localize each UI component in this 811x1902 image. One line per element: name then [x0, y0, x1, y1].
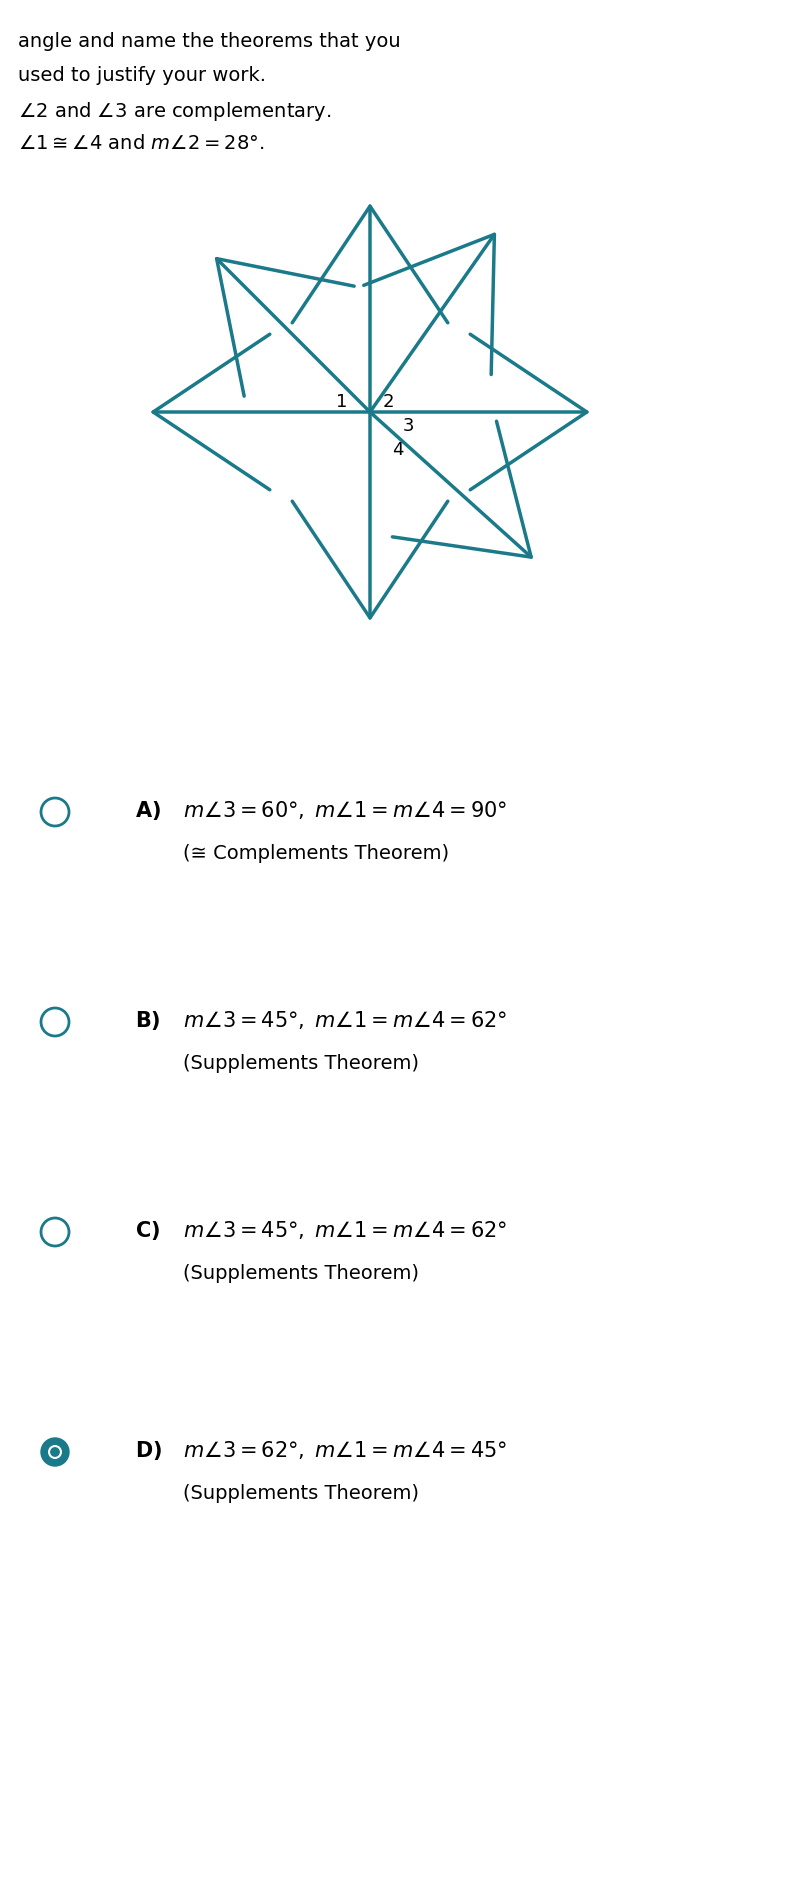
Circle shape [49, 1446, 62, 1459]
Text: 2: 2 [382, 394, 394, 411]
Text: 3: 3 [402, 417, 414, 436]
Text: (Supplements Theorem): (Supplements Theorem) [183, 1265, 419, 1284]
Text: 1: 1 [337, 394, 348, 411]
Text: (Supplements Theorem): (Supplements Theorem) [183, 1054, 419, 1073]
Circle shape [51, 1447, 59, 1457]
Text: $m\angle3 = 45°,\; m\angle1 = m\angle4 = 62°$: $m\angle3 = 45°,\; m\angle1 = m\angle4 =… [183, 1008, 507, 1031]
Text: $\mathbf{C)}$: $\mathbf{C)}$ [135, 1219, 160, 1242]
Text: (≅ Complements Theorem): (≅ Complements Theorem) [183, 844, 449, 864]
Text: $\mathbf{A)}$: $\mathbf{A)}$ [135, 799, 161, 822]
Text: used to justify your work.: used to justify your work. [18, 67, 266, 86]
Text: $\mathbf{B)}$: $\mathbf{B)}$ [135, 1008, 161, 1031]
Text: $\mathbf{D)}$: $\mathbf{D)}$ [135, 1438, 162, 1461]
Text: $m\angle3 = 62°,\; m\angle1 = m\angle4 = 45°$: $m\angle3 = 62°,\; m\angle1 = m\angle4 =… [183, 1440, 507, 1461]
Text: $\angle1 \cong \angle4$ and $m\angle2 = 28°$.: $\angle1 \cong \angle4$ and $m\angle2 = … [18, 133, 264, 152]
Text: angle and name the theorems that you: angle and name the theorems that you [18, 32, 401, 51]
Text: 4: 4 [393, 441, 404, 458]
Text: $m\angle3 = 60°,\; m\angle1 = m\angle4 = 90°$: $m\angle3 = 60°,\; m\angle1 = m\angle4 =… [183, 799, 507, 822]
Circle shape [41, 1438, 69, 1466]
Text: (Supplements Theorem): (Supplements Theorem) [183, 1484, 419, 1503]
Text: $\angle2$ and $\angle3$ are complementary.: $\angle2$ and $\angle3$ are complementar… [18, 101, 331, 124]
Text: $m\angle3 = 45°,\; m\angle1 = m\angle4 = 62°$: $m\angle3 = 45°,\; m\angle1 = m\angle4 =… [183, 1219, 507, 1240]
